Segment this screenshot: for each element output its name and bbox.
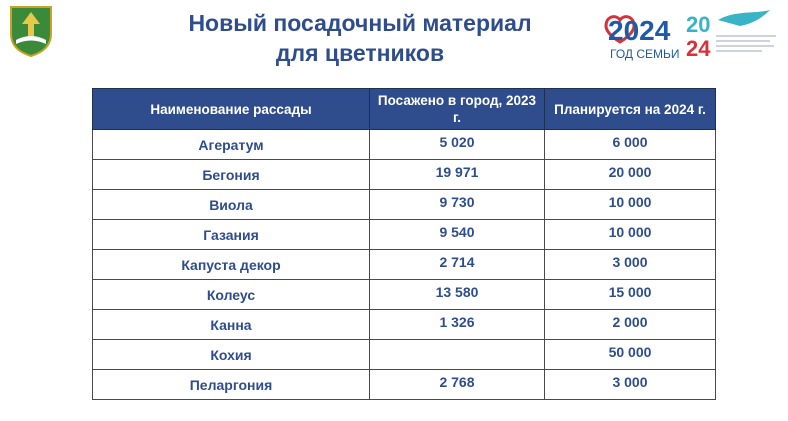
table-header-row: Наименование рассады Посажено в город, 2…	[92, 88, 716, 130]
cell-planted-2023: 19 971	[369, 159, 545, 190]
header-planned-2024: Планируется на 2024 г.	[544, 88, 716, 130]
logo-year-bottom: 24	[686, 36, 711, 61]
seedling-table: Наименование рассады Посажено в город, 2…	[92, 88, 716, 400]
cell-name: Колеус	[92, 279, 370, 310]
cell-name: Газания	[92, 219, 370, 250]
table-row: Канна 1 326 2 000	[92, 309, 716, 340]
cell-name: Капуста декор	[92, 249, 370, 280]
cell-name: Бегония	[92, 159, 370, 190]
header-planted-2023: Посажено в город, 2023 г.	[369, 88, 545, 130]
cell-planted-2023: 2 768	[369, 369, 545, 400]
table-row: Кохия 50 000	[92, 339, 716, 370]
cell-planned-2024: 15 000	[544, 279, 716, 310]
logo-caption: ГОД СЕМЬИ	[610, 47, 680, 61]
cell-planned-2024: 6 000	[544, 129, 716, 160]
table-row: Колеус 13 580 15 000	[92, 279, 716, 310]
cell-name: Кохия	[92, 339, 370, 370]
cell-planted-2023: 9 540	[369, 219, 545, 250]
cell-planted-2023	[369, 339, 545, 370]
cell-name: Агератум	[92, 129, 370, 160]
header-name: Наименование рассады	[92, 88, 370, 130]
year-of-family-logo: 2024 ГОД СЕМЬИ 20 24	[604, 10, 776, 61]
cell-planned-2024: 3 000	[544, 369, 716, 400]
cell-planned-2024: 10 000	[544, 189, 716, 220]
cell-planted-2023: 13 580	[369, 279, 545, 310]
bird-icon	[718, 10, 770, 26]
logo-year-top: 20	[686, 12, 710, 37]
cell-planted-2023: 9 730	[369, 189, 545, 220]
title-line-1: Новый посадочный материал	[188, 10, 532, 36]
cell-name: Пеларгония	[92, 369, 370, 400]
table-row: Виола 9 730 10 000	[92, 189, 716, 220]
city-emblem-icon	[10, 6, 52, 58]
cell-planned-2024: 2 000	[544, 309, 716, 340]
table-row: Агератум 5 020 6 000	[92, 129, 716, 160]
table-row: Пеларгония 2 768 3 000	[92, 369, 716, 400]
page-title: Новый посадочный материал для цветников	[150, 8, 570, 68]
cell-name: Канна	[92, 309, 370, 340]
table-row: Бегония 19 971 20 000	[92, 159, 716, 190]
logo-year: 2024	[608, 15, 671, 46]
title-line-2: для цветников	[275, 40, 445, 66]
cell-planted-2023: 2 714	[369, 249, 545, 280]
cell-planned-2024: 20 000	[544, 159, 716, 190]
cell-planned-2024: 50 000	[544, 339, 716, 370]
cell-planned-2024: 10 000	[544, 219, 716, 250]
cell-planned-2024: 3 000	[544, 249, 716, 280]
cell-planted-2023: 5 020	[369, 129, 545, 160]
table-row: Капуста декор 2 714 3 000	[92, 249, 716, 280]
table-row: Газания 9 540 10 000	[92, 219, 716, 250]
cell-name: Виола	[92, 189, 370, 220]
cell-planted-2023: 1 326	[369, 309, 545, 340]
